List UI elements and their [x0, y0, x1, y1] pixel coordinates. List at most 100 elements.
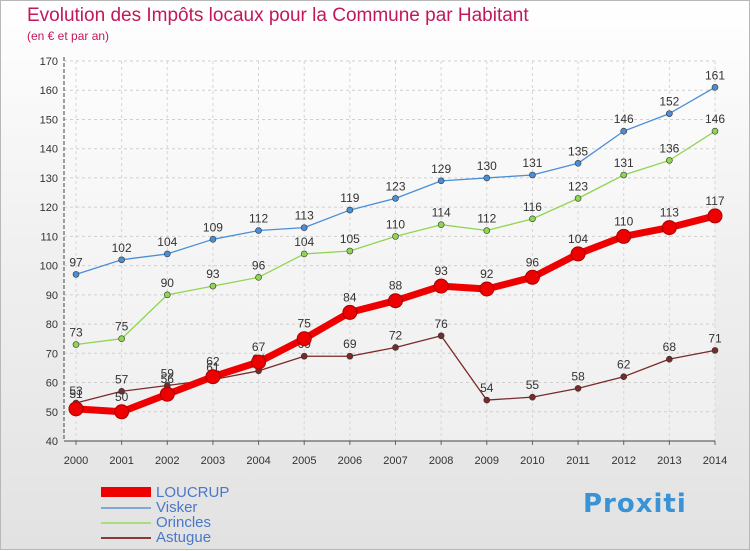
data-label-visker: 135 — [568, 144, 588, 158]
data-label-loucrup: 51 — [69, 387, 83, 401]
legend-swatch-orincles — [101, 522, 151, 524]
data-point-orincles — [529, 215, 536, 223]
data-label-orincles: 136 — [659, 141, 679, 155]
data-label-astugue: 72 — [389, 328, 403, 342]
data-point-visker — [209, 236, 217, 243]
data-point-astugue — [483, 396, 491, 404]
y-tick-label: 100 — [40, 261, 58, 273]
data-label-visker: 97 — [69, 255, 83, 269]
data-point-loucrup — [707, 208, 723, 224]
data-label-orincles: 105 — [340, 232, 360, 246]
data-label-astugue: 69 — [343, 337, 357, 351]
x-tick-label: 2012 — [611, 455, 635, 467]
data-label-astugue: 62 — [617, 358, 631, 372]
y-tick-label: 40 — [46, 436, 58, 448]
data-point-orincles — [118, 335, 125, 342]
data-label-visker: 102 — [112, 241, 132, 255]
data-point-orincles — [437, 221, 445, 228]
data-point-orincles — [483, 227, 491, 234]
data-label-orincles: 112 — [477, 212, 496, 226]
y-tick-label: 80 — [46, 319, 58, 331]
data-point-visker — [163, 250, 171, 258]
data-label-loucrup: 110 — [614, 214, 633, 228]
data-label-astugue: 68 — [663, 340, 677, 354]
data-point-visker — [666, 110, 673, 117]
data-point-loucrup — [159, 386, 175, 402]
data-point-astugue — [392, 344, 399, 351]
data-point-orincles — [711, 127, 719, 135]
legend-label-astugue: Astugue — [156, 529, 212, 546]
data-label-astugue: 55 — [526, 378, 540, 392]
data-point-orincles — [574, 195, 582, 202]
brand-logo: Proxiti — [583, 489, 687, 519]
data-point-orincles — [620, 171, 628, 179]
data-label-orincles: 123 — [568, 179, 588, 193]
data-point-orincles — [255, 274, 262, 281]
data-label-orincles: 75 — [115, 320, 129, 334]
x-tick-label: 2005 — [292, 455, 316, 467]
data-point-astugue — [711, 347, 719, 354]
data-point-astugue — [666, 355, 673, 363]
data-point-visker — [711, 84, 719, 91]
data-label-loucrup: 113 — [660, 206, 679, 220]
data-point-loucrup — [251, 354, 267, 370]
data-point-astugue — [529, 393, 536, 401]
data-point-astugue — [437, 332, 445, 340]
data-point-loucrup — [205, 369, 221, 385]
data-point-astugue — [574, 385, 582, 392]
data-point-astugue — [620, 373, 628, 380]
data-label-visker: 104 — [157, 235, 177, 249]
chart-title: Evolution des Impôts locaux pour la Comm… — [27, 5, 529, 26]
data-label-orincles: 116 — [523, 200, 542, 214]
data-point-astugue — [118, 388, 125, 395]
data-label-astugue: 53 — [69, 384, 83, 398]
data-point-visker — [118, 256, 125, 264]
data-label-visker: 113 — [295, 209, 314, 223]
data-label-visker: 131 — [522, 156, 542, 170]
data-point-astugue — [346, 352, 354, 360]
legend-swatch-loucrup — [101, 487, 151, 497]
data-label-loucrup: 84 — [343, 290, 357, 304]
y-tick-label: 130 — [40, 173, 58, 185]
data-label-orincles: 73 — [69, 326, 83, 340]
legend-label-loucrup: LOUCRUP — [156, 484, 230, 501]
data-label-loucrup: 96 — [526, 255, 540, 269]
data-point-visker — [300, 224, 308, 231]
legend-label-visker: Visker — [156, 499, 198, 516]
x-tick-label: 2009 — [475, 455, 499, 467]
data-label-loucrup: 104 — [568, 232, 588, 246]
x-tick-label: 2011 — [566, 455, 590, 467]
data-label-astugue: 71 — [708, 331, 722, 345]
x-tick-label: 2014 — [703, 455, 727, 467]
data-point-orincles — [392, 233, 399, 240]
data-point-orincles — [666, 157, 673, 164]
x-tick-label: 2004 — [246, 455, 270, 467]
data-label-orincles: 110 — [386, 217, 405, 231]
data-point-loucrup — [524, 269, 540, 285]
y-tick-label: 90 — [46, 290, 58, 302]
data-point-visker — [346, 206, 354, 214]
data-label-astugue: 58 — [571, 369, 585, 383]
data-label-orincles: 131 — [614, 156, 634, 170]
y-tick-label: 110 — [40, 231, 58, 243]
data-point-visker — [529, 171, 536, 179]
data-point-visker — [437, 177, 445, 185]
data-label-loucrup: 93 — [434, 264, 448, 278]
data-point-orincles — [300, 250, 308, 258]
y-tick-label: 70 — [46, 348, 58, 360]
data-label-visker: 129 — [431, 162, 451, 176]
data-point-visker — [574, 160, 582, 167]
data-label-astugue: 59 — [161, 366, 175, 380]
data-point-visker — [72, 271, 80, 278]
data-point-loucrup — [388, 293, 403, 309]
data-label-loucrup: 67 — [252, 340, 266, 354]
y-tick-label: 120 — [40, 202, 58, 214]
data-label-visker: 161 — [705, 68, 725, 82]
legend-swatch-astugue — [101, 537, 151, 539]
data-point-orincles — [163, 291, 171, 299]
legend-swatch-visker — [101, 507, 151, 509]
data-label-orincles: 146 — [705, 112, 725, 126]
y-tick-label: 160 — [40, 85, 58, 97]
x-tick-label: 2000 — [64, 455, 88, 467]
data-point-visker — [620, 127, 628, 135]
